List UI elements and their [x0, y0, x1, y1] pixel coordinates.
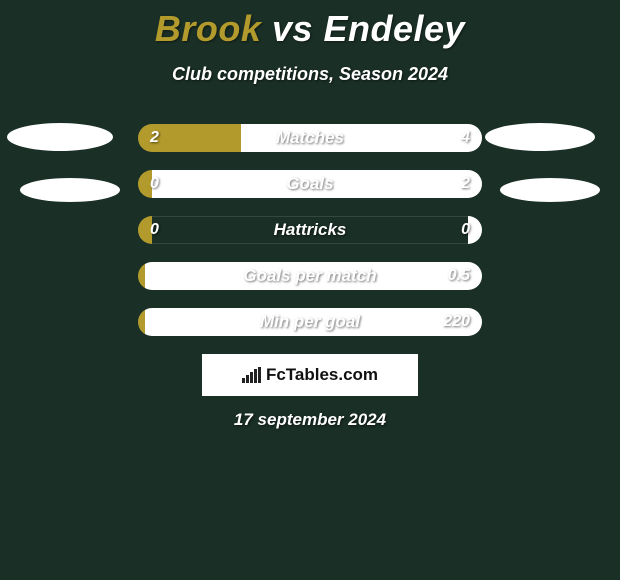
- stat-label: Min per goal: [138, 308, 482, 336]
- ellipse-right-1: [485, 123, 595, 151]
- stat-value-right: 2: [461, 170, 470, 198]
- title-player-right: Endeley: [324, 8, 466, 49]
- ellipse-left-1: [7, 123, 113, 151]
- stat-bars: Matches24Goals02Hattricks00Goals per mat…: [138, 124, 482, 354]
- stat-label: Hattricks: [138, 216, 482, 244]
- stat-value-left: 0: [150, 170, 159, 198]
- page-title: Brook vs Endeley: [0, 0, 620, 50]
- stat-row: Goals0 2: [138, 170, 482, 198]
- stat-value-right: 0: [461, 216, 470, 244]
- stat-value-right: 220: [443, 308, 470, 336]
- stat-row: Hattricks0 0: [138, 216, 482, 244]
- stat-row: Matches2 4: [138, 124, 482, 152]
- stat-value-left: 2: [150, 124, 159, 152]
- stat-value-right: 0.5: [448, 262, 470, 290]
- title-vs: vs: [272, 8, 313, 49]
- stat-value-left: 0: [150, 216, 159, 244]
- date-text: 17 september 2024: [0, 410, 620, 430]
- stat-label: Goals per match: [138, 262, 482, 290]
- comparison-card: Brook vs Endeley Club competitions, Seas…: [0, 0, 620, 580]
- stat-row: Min per goal220: [138, 308, 482, 336]
- title-player-left: Brook: [155, 8, 262, 49]
- fctables-logo[interactable]: FcTables.com: [202, 354, 418, 396]
- stat-label: Goals: [138, 170, 482, 198]
- subtitle: Club competitions, Season 2024: [0, 64, 620, 85]
- logo-text: FcTables.com: [266, 365, 378, 385]
- stat-value-right: 4: [461, 124, 470, 152]
- ellipse-right-2: [500, 178, 600, 202]
- stat-row: Goals per match0.5: [138, 262, 482, 290]
- ellipse-left-2: [20, 178, 120, 202]
- bar-chart-icon: [242, 367, 260, 383]
- stat-label: Matches: [138, 124, 482, 152]
